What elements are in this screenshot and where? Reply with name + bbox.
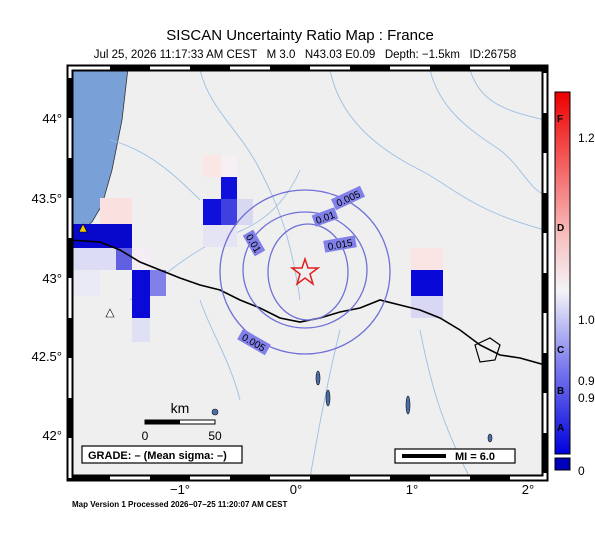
grade-box <box>81 445 243 464</box>
lat-label: 43.5° <box>31 191 62 206</box>
lat-label: 42.5° <box>31 349 62 364</box>
station <box>78 223 88 233</box>
footer: Map Version 1 Processed 2026−07−25 11:20… <box>72 500 287 509</box>
grade-letter: B <box>557 386 564 397</box>
colorbar-value: 1.2 <box>578 131 595 145</box>
station <box>105 308 115 318</box>
subtitle: Jul 25, 2026 11:17:33 AM CEST M 3.0 N43.… <box>94 49 516 61</box>
colorbar-value: 0.9 <box>578 374 595 388</box>
mi-box <box>394 448 516 464</box>
lon-label: −1° <box>170 482 190 497</box>
colorbar-labels: F 1.2 D 1.0 C B 0.9 0.9 A 0 <box>557 114 595 478</box>
colorbar-value: 0 <box>578 464 585 478</box>
mi-line <box>402 454 446 458</box>
mi: MI = 6.0 <box>455 451 495 463</box>
scale-end: 50 <box>208 429 222 443</box>
frame-ticks <box>68 66 547 480</box>
scale-bar: km 0 50 <box>142 400 222 443</box>
contour-labels: 0.005 0.01 0.015 0.01 0.005 <box>237 185 366 356</box>
lon-labels: −1° 0° 1° 2° <box>170 482 534 497</box>
epicenter <box>289 256 321 286</box>
colorbar-value: 0.9 <box>578 391 595 405</box>
lon-label: 0° <box>290 482 302 497</box>
map-area <box>70 68 545 478</box>
lat-label: 43° <box>42 271 62 286</box>
grade-letter: F <box>557 114 563 125</box>
lakes <box>211 370 493 443</box>
grade: GRADE: – (Mean sigma: –) <box>88 450 227 462</box>
lat-label: 44° <box>42 111 62 126</box>
colorbar-low <box>554 457 571 471</box>
scale-start: 0 <box>142 429 149 443</box>
scale-unit: km <box>171 400 190 416</box>
grade-letter: A <box>557 423 564 434</box>
lat-labels: 44° 43.5° 43° 42.5° 42° <box>31 111 62 443</box>
border-island <box>474 337 501 363</box>
contours <box>219 189 391 355</box>
colorbar-ramp <box>554 91 571 455</box>
colorbar-value: 1.0 <box>578 313 595 327</box>
title: SISCAN Uncertainty Ratio Map : France <box>166 27 434 44</box>
lon-label: 2° <box>522 482 534 497</box>
contour-label: 0.015 <box>327 238 354 253</box>
colorbar: F 1.2 D 1.0 C B 0.9 0.9 A 0 <box>554 91 595 478</box>
ratio-cells <box>70 155 443 342</box>
lon-label: 1° <box>406 482 418 497</box>
grade-letter: D <box>557 223 564 234</box>
lat-label: 42° <box>42 428 62 443</box>
grade-letter: C <box>557 345 564 356</box>
